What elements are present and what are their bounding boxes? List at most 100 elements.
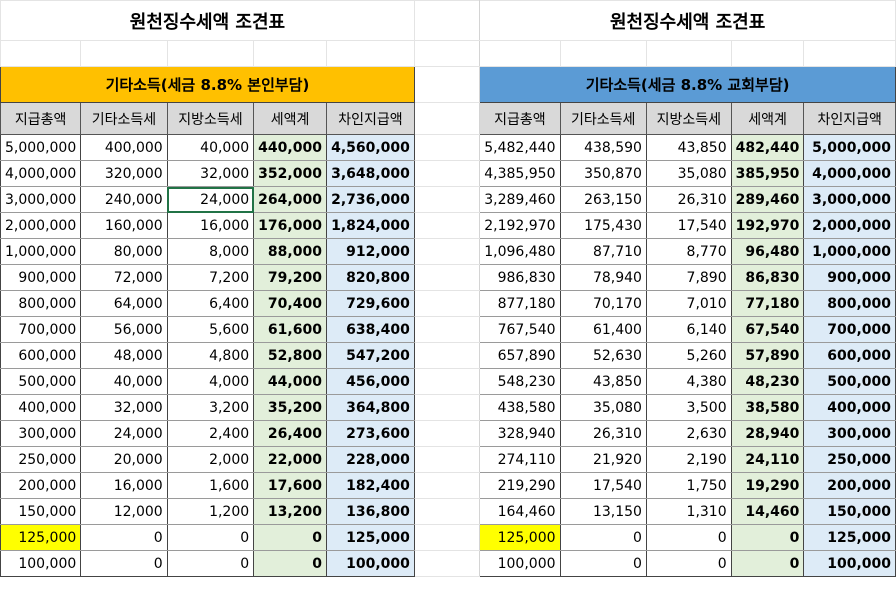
left-cell-net-payment[interactable]: 3,648,000 xyxy=(325,160,415,187)
right-cell-tax-total[interactable]: 38,580 xyxy=(730,394,805,421)
empty-cell[interactable] xyxy=(325,40,415,67)
left-cell-tax-total[interactable]: 17,600 xyxy=(253,472,327,499)
left-cell-tax-total[interactable]: 52,800 xyxy=(253,342,327,369)
right-cell-other-income-tax[interactable]: 78,940 xyxy=(559,264,647,291)
right-cell-local-income-tax[interactable]: 4,380 xyxy=(645,368,732,395)
right-cell-total-paid[interactable]: 2,192,970 xyxy=(479,212,561,239)
right-cell-local-income-tax[interactable]: 0 xyxy=(645,524,732,551)
gap-cell[interactable] xyxy=(413,498,481,525)
left-cell-total-paid[interactable]: 200,000 xyxy=(0,472,82,499)
right-cell-local-income-tax[interactable]: 3,500 xyxy=(645,394,732,421)
left-header-local-income-tax[interactable]: 지방소득세 xyxy=(166,102,255,135)
right-banner[interactable]: 기타소득(세금 8.8% 교회부담) xyxy=(479,66,896,103)
left-cell-net-payment[interactable]: 2,736,000 xyxy=(325,186,415,213)
left-cell-tax-total[interactable]: 0 xyxy=(253,524,327,551)
left-cell-total-paid[interactable]: 150,000 xyxy=(0,498,82,525)
right-cell-net-payment[interactable]: 125,000 xyxy=(803,524,896,551)
right-cell-local-income-tax[interactable]: 8,770 xyxy=(645,238,732,265)
left-cell-other-income-tax[interactable]: 20,000 xyxy=(80,446,168,473)
left-cell-local-income-tax[interactable]: 6,400 xyxy=(166,290,255,317)
left-cell-tax-total[interactable]: 79,200 xyxy=(253,264,327,291)
right-cell-local-income-tax[interactable]: 26,310 xyxy=(645,186,732,213)
gap-cell[interactable] xyxy=(413,66,481,103)
right-cell-other-income-tax[interactable]: 87,710 xyxy=(559,238,647,265)
right-cell-tax-total[interactable]: 192,970 xyxy=(730,212,805,239)
right-cell-total-paid[interactable]: 164,460 xyxy=(479,498,561,525)
left-cell-local-income-tax[interactable]: 24,000 xyxy=(166,186,255,213)
right-cell-local-income-tax[interactable]: 35,080 xyxy=(645,160,732,187)
left-cell-local-income-tax[interactable]: 1,600 xyxy=(166,472,255,499)
left-cell-tax-total[interactable]: 440,000 xyxy=(253,134,327,161)
gap-cell[interactable] xyxy=(413,420,481,447)
left-header-tax-total[interactable]: 세액계 xyxy=(253,102,327,135)
left-cell-tax-total[interactable]: 176,000 xyxy=(253,212,327,239)
left-cell-total-paid[interactable]: 300,000 xyxy=(0,420,82,447)
left-cell-tax-total[interactable]: 61,600 xyxy=(253,316,327,343)
right-cell-local-income-tax[interactable]: 5,260 xyxy=(645,342,732,369)
gap-cell[interactable] xyxy=(413,472,481,499)
left-cell-total-paid[interactable]: 5,000,000 xyxy=(0,134,82,161)
left-cell-total-paid[interactable]: 800,000 xyxy=(0,290,82,317)
left-header-other-income-tax[interactable]: 기타소득세 xyxy=(80,102,168,135)
right-header-other-income-tax[interactable]: 기타소득세 xyxy=(559,102,647,135)
right-cell-other-income-tax[interactable]: 0 xyxy=(559,550,647,577)
left-cell-other-income-tax[interactable]: 0 xyxy=(80,550,168,577)
right-cell-net-payment[interactable]: 1,000,000 xyxy=(803,238,896,265)
gap-cell[interactable] xyxy=(413,160,481,187)
left-cell-local-income-tax[interactable]: 4,000 xyxy=(166,368,255,395)
gap-cell[interactable] xyxy=(413,524,481,551)
empty-cell[interactable] xyxy=(559,40,647,67)
left-cell-net-payment[interactable]: 4,560,000 xyxy=(325,134,415,161)
gap-cell[interactable] xyxy=(413,186,481,213)
left-cell-local-income-tax[interactable]: 1,200 xyxy=(166,498,255,525)
right-cell-other-income-tax[interactable]: 43,850 xyxy=(559,368,647,395)
right-header-local-income-tax[interactable]: 지방소득세 xyxy=(645,102,732,135)
left-cell-other-income-tax[interactable]: 56,000 xyxy=(80,316,168,343)
gap-cell[interactable] xyxy=(413,238,481,265)
left-cell-total-paid[interactable]: 600,000 xyxy=(0,342,82,369)
right-cell-total-paid[interactable]: 438,580 xyxy=(479,394,561,421)
right-cell-local-income-tax[interactable]: 7,890 xyxy=(645,264,732,291)
right-cell-total-paid[interactable]: 274,110 xyxy=(479,446,561,473)
left-cell-local-income-tax[interactable]: 40,000 xyxy=(166,134,255,161)
left-cell-total-paid[interactable]: 700,000 xyxy=(0,316,82,343)
right-cell-other-income-tax[interactable]: 350,870 xyxy=(559,160,647,187)
left-header-net-payment[interactable]: 차인지급액 xyxy=(325,102,415,135)
left-cell-tax-total[interactable]: 35,200 xyxy=(253,394,327,421)
right-cell-total-paid[interactable]: 877,180 xyxy=(479,290,561,317)
left-cell-local-income-tax[interactable]: 4,800 xyxy=(166,342,255,369)
right-cell-other-income-tax[interactable]: 26,310 xyxy=(559,420,647,447)
left-cell-other-income-tax[interactable]: 80,000 xyxy=(80,238,168,265)
right-cell-other-income-tax[interactable]: 70,170 xyxy=(559,290,647,317)
right-cell-other-income-tax[interactable]: 263,150 xyxy=(559,186,647,213)
left-header-total-paid[interactable]: 지급총액 xyxy=(0,102,82,135)
right-cell-total-paid[interactable]: 986,830 xyxy=(479,264,561,291)
right-cell-local-income-tax[interactable]: 1,750 xyxy=(645,472,732,499)
right-cell-total-paid[interactable]: 3,289,460 xyxy=(479,186,561,213)
left-cell-local-income-tax[interactable]: 3,200 xyxy=(166,394,255,421)
left-cell-total-paid[interactable]: 500,000 xyxy=(0,368,82,395)
right-cell-other-income-tax[interactable]: 61,400 xyxy=(559,316,647,343)
right-header-total-paid[interactable]: 지급총액 xyxy=(479,102,561,135)
empty-cell[interactable] xyxy=(253,40,327,67)
right-cell-tax-total[interactable]: 57,890 xyxy=(730,342,805,369)
left-cell-local-income-tax[interactable]: 5,600 xyxy=(166,316,255,343)
right-cell-tax-total[interactable]: 0 xyxy=(730,524,805,551)
left-cell-total-paid[interactable]: 3,000,000 xyxy=(0,186,82,213)
gap-cell[interactable] xyxy=(413,446,481,473)
gap-cell[interactable] xyxy=(413,264,481,291)
right-cell-other-income-tax[interactable]: 0 xyxy=(559,524,647,551)
right-cell-tax-total[interactable]: 96,480 xyxy=(730,238,805,265)
left-cell-net-payment[interactable]: 729,600 xyxy=(325,290,415,317)
right-cell-total-paid[interactable]: 100,000 xyxy=(479,550,561,577)
left-cell-net-payment[interactable]: 820,800 xyxy=(325,264,415,291)
right-cell-tax-total[interactable]: 48,230 xyxy=(730,368,805,395)
left-cell-other-income-tax[interactable]: 160,000 xyxy=(80,212,168,239)
right-cell-net-payment[interactable]: 3,000,000 xyxy=(803,186,896,213)
right-header-net-payment[interactable]: 차인지급액 xyxy=(803,102,896,135)
gap-cell[interactable] xyxy=(413,290,481,317)
right-cell-other-income-tax[interactable]: 13,150 xyxy=(559,498,647,525)
left-cell-tax-total[interactable]: 44,000 xyxy=(253,368,327,395)
left-cell-other-income-tax[interactable]: 72,000 xyxy=(80,264,168,291)
right-cell-net-payment[interactable]: 500,000 xyxy=(803,368,896,395)
